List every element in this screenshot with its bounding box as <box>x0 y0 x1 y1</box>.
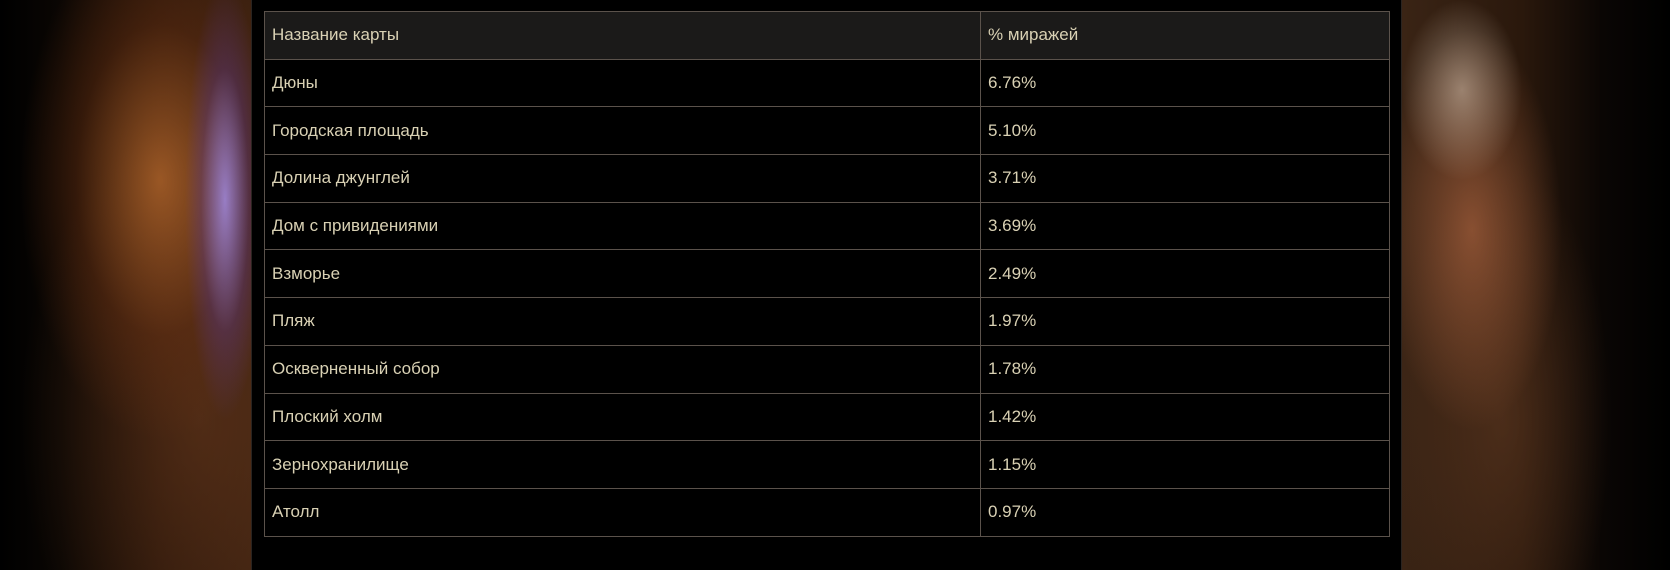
map-name-cell: Атолл <box>264 487 981 537</box>
maps-mirage-table: Название карты % миражей Дюны 6.76% Городс… <box>264 11 1390 537</box>
table-row: Пляж 1.97% <box>264 297 1390 346</box>
table-row: Дом с привидениями 3.69% <box>264 201 1390 251</box>
mirage-percent-cell: 0.97% <box>980 487 1390 537</box>
map-name-cell: Городская площадь <box>264 106 981 156</box>
mirage-percent-cell: 1.97% <box>980 297 1390 346</box>
map-name-cell: Пляж <box>264 297 981 346</box>
table-row: Дюны 6.76% <box>264 58 1390 108</box>
table-row: Городская площадь 5.10% <box>264 106 1390 156</box>
mirage-percent-cell: 6.76% <box>980 58 1390 108</box>
column-header-map-name: Название карты <box>264 11 981 60</box>
mirage-percent-cell: 1.78% <box>980 344 1390 394</box>
map-name-cell: Взморье <box>264 249 981 299</box>
mirage-percent-cell: 1.15% <box>980 440 1390 489</box>
table-row: Плоский холм 1.42% <box>264 392 1390 442</box>
table-row: Атолл 0.97% <box>264 487 1390 537</box>
mirage-percent-cell: 2.49% <box>980 249 1390 299</box>
map-name-cell: Дом с привидениями <box>264 201 981 251</box>
table-row: Зернохранилище 1.15% <box>264 440 1390 489</box>
content-panel: Название карты % миражей Дюны 6.76% Городс… <box>251 0 1402 570</box>
mirage-percent-cell: 1.42% <box>980 392 1390 442</box>
column-header-mirage-percent: % миражей <box>980 11 1390 60</box>
mirage-percent-cell: 3.71% <box>980 154 1390 203</box>
table-header-row: Название карты % миражей <box>264 11 1390 60</box>
mirage-percent-cell: 5.10% <box>980 106 1390 156</box>
map-name-cell: Зернохранилище <box>264 440 981 489</box>
table-row: Долина джунглей 3.71% <box>264 154 1390 203</box>
map-name-cell: Дюны <box>264 58 981 108</box>
table-row: Оскверненный собор 1.78% <box>264 344 1390 394</box>
background-artwork-right <box>1402 0 1670 570</box>
map-name-cell: Плоский холм <box>264 392 981 442</box>
table-row: Взморье 2.49% <box>264 249 1390 299</box>
mirage-percent-cell: 3.69% <box>980 201 1390 251</box>
map-name-cell: Оскверненный собор <box>264 344 981 394</box>
background-artwork-left <box>0 0 251 570</box>
map-name-cell: Долина джунглей <box>264 154 981 203</box>
